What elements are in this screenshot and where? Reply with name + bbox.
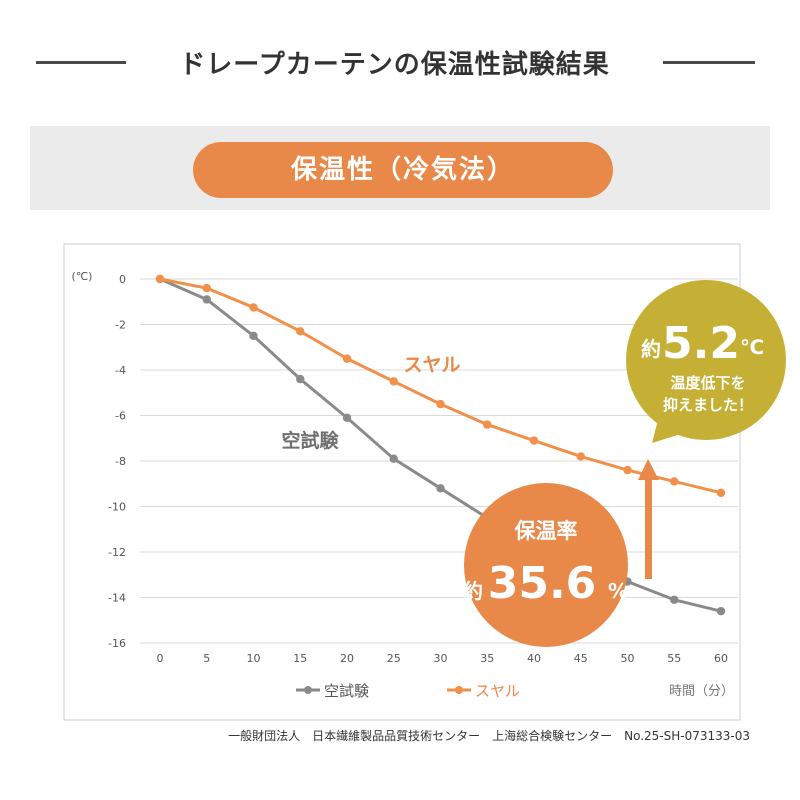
callout-unit: ℃ [740, 335, 764, 359]
retention-title: 保温率 [514, 519, 578, 543]
x-tick-label: 30 [434, 652, 448, 665]
y-axis-unit: (℃) [72, 270, 93, 283]
title-rule-right [663, 61, 755, 64]
x-tick-label: 40 [527, 652, 541, 665]
y-tick-label: -16 [108, 637, 126, 650]
x-tick-label: 0 [157, 652, 164, 665]
data-point-product [296, 327, 305, 336]
data-point-product [483, 420, 492, 429]
data-point-product [576, 452, 585, 461]
plot-frame [63, 243, 741, 721]
data-point-product [623, 465, 632, 475]
up-arrow-shaft [645, 478, 652, 579]
data-point-control [436, 484, 445, 493]
callout-prefix: 約 [641, 337, 661, 361]
title-row: ドレープカーテンの保温性試験結果 [0, 40, 800, 84]
x-tick-label: 15 [293, 652, 307, 665]
x-tick-label: 10 [247, 652, 261, 665]
data-point-control [249, 331, 258, 341]
x-tick-label: 35 [480, 652, 494, 665]
retention-circle [464, 483, 628, 647]
data-point-control [202, 295, 211, 304]
x-tick-label: 5 [203, 652, 210, 665]
legend-label-control: 空試験 [324, 682, 369, 700]
data-point-control [670, 595, 679, 604]
data-point-product [155, 274, 165, 284]
data-point-control [716, 606, 726, 616]
y-tick-label: -2 [115, 319, 126, 332]
x-axis-label: 時間（分） [669, 684, 734, 699]
data-point-product [716, 488, 726, 498]
data-point-product [436, 399, 445, 409]
data-point-product [389, 377, 398, 386]
data-point-product [529, 436, 539, 445]
y-tick-label: -10 [108, 501, 126, 514]
y-tick-label: 0 [119, 273, 126, 286]
x-tick-label: 45 [574, 652, 588, 665]
y-tick-label: -8 [115, 455, 126, 468]
title-rule-left [36, 61, 126, 64]
section-label-pill: 保温性（冷気法） [193, 142, 613, 198]
data-point-product [202, 283, 211, 293]
x-tick-label: 50 [621, 652, 635, 665]
legend-label-product: スヤル [475, 682, 520, 700]
x-tick-label: 55 [667, 652, 681, 665]
data-point-product [670, 477, 679, 486]
up-arrow-head [638, 459, 659, 480]
legend-marker-control [304, 686, 312, 694]
source-footer: 一般財団法人 日本繊維製品品質技術センター 上海総合検験センター No.25-S… [228, 729, 750, 743]
temperature-diff-callout: 約 5.2 ℃ 温度低下を 抑えました！ [626, 280, 786, 443]
y-tick-label: -4 [115, 364, 126, 377]
x-axis-ticks: 0 5 10 15 20 25 30 35 40 45 50 55 60 [157, 652, 729, 665]
data-point-control [389, 454, 398, 463]
y-tick-label: -14 [108, 592, 126, 605]
data-point-control [296, 374, 305, 384]
callout-circle [626, 280, 786, 440]
legend-marker-product [455, 686, 463, 694]
series-label-product: スヤル [403, 354, 460, 376]
data-point-product [249, 303, 258, 312]
data-point-control [342, 413, 352, 422]
retention-prefix: 約 [463, 579, 483, 603]
x-tick-label: 25 [387, 652, 401, 665]
series-label-control: 空試験 [281, 429, 339, 452]
retention-unit: % [608, 579, 628, 603]
retention-value: 35.6 [488, 558, 597, 609]
up-arrow [638, 459, 659, 579]
callout-value: 5.2 [662, 318, 740, 369]
x-tick-label: 60 [714, 652, 728, 665]
callout-line1: 温度低下を [670, 374, 745, 392]
y-tick-label: -6 [115, 410, 126, 423]
y-tick-label: -12 [108, 546, 126, 559]
x-tick-label: 20 [340, 652, 354, 665]
retention-badge: 保温率 約 35.6 % [463, 483, 628, 647]
page-title: ドレープカーテンの保温性試験結果 [179, 50, 610, 80]
data-point-product [342, 354, 352, 363]
callout-line2: 抑えました！ [663, 396, 753, 414]
y-axis-ticks: 0 -2 -4 -6 -8 -10 -12 -14 -16 [108, 273, 126, 650]
legend: 空試験 スヤル [296, 682, 520, 700]
